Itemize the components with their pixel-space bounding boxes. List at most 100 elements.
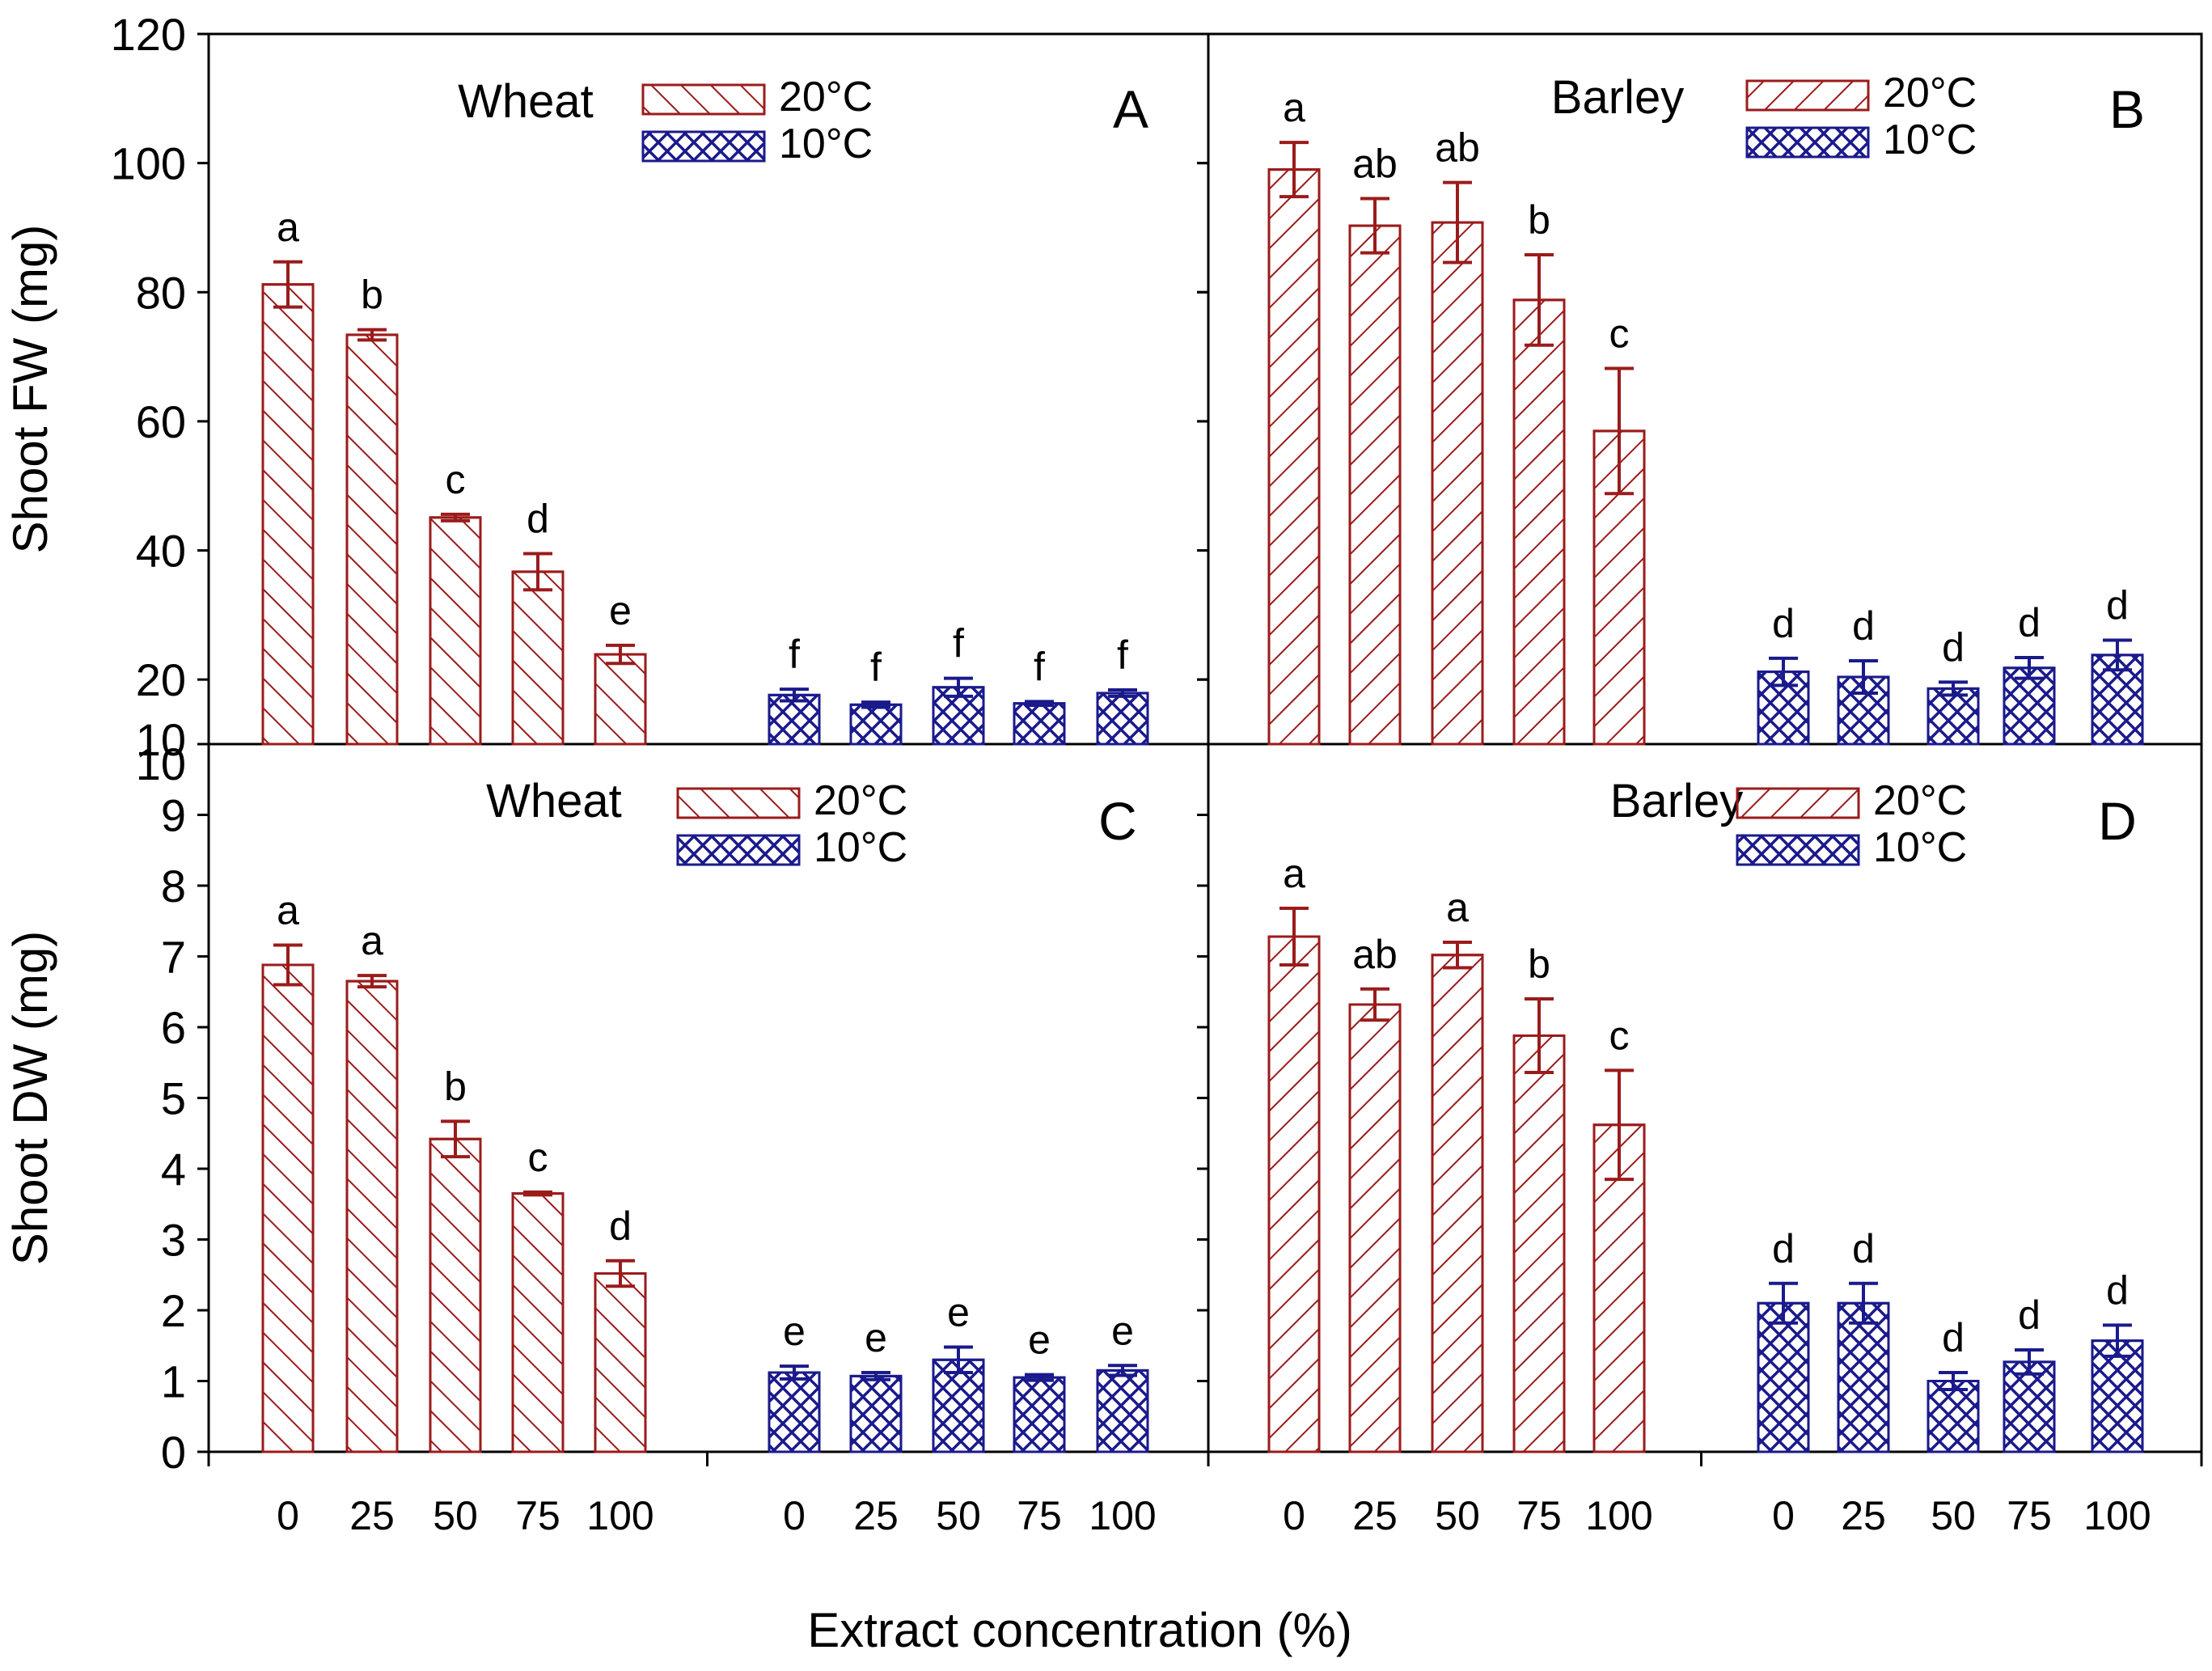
y-axis-title: Shoot DW (mg) — [3, 931, 57, 1265]
bar-t20-pattern — [1431, 221, 1484, 746]
legend-swatch-10c — [1736, 834, 1860, 866]
y-tick-label: 60 — [136, 396, 186, 447]
x-tick-label: 0 — [1772, 1493, 1795, 1538]
x-tick-label: 50 — [1931, 1493, 1976, 1538]
legend-label-10c: 10°C — [814, 824, 907, 871]
crop-label: Wheat — [458, 75, 594, 128]
bar-t10-pattern — [2003, 666, 2056, 746]
x-tick-label: 25 — [1352, 1493, 1398, 1538]
x-tick-label: 25 — [853, 1493, 899, 1538]
significance-label: d — [2106, 1267, 2129, 1313]
bar-t20-pattern — [511, 570, 565, 746]
y-tick-label: 6 — [161, 1002, 186, 1053]
significance-label: d — [1772, 1226, 1795, 1271]
bar-t10-pattern — [1013, 1376, 1066, 1453]
y-tick-label: 7 — [161, 932, 186, 983]
y-tick-label: 20 — [136, 654, 186, 705]
y-tick-label: 40 — [136, 526, 186, 577]
panel-letter: A — [1113, 79, 1148, 139]
significance-label: d — [2106, 582, 2129, 628]
x-tick-label: 75 — [1516, 1493, 1562, 1538]
legend-swatch-20c — [676, 787, 801, 819]
significance-label: ab — [1352, 142, 1398, 187]
legend-label-10c: 10°C — [779, 121, 873, 167]
significance-label: e — [1028, 1318, 1051, 1363]
x-axis-c: 0 25 50 75 100 0 25 50 75 100 — [207, 1452, 1210, 1538]
bar-t20-pattern — [1512, 1034, 1566, 1453]
significance-label: d — [1942, 624, 1965, 670]
y-tick-label: 0 — [161, 1427, 186, 1478]
legend-label-10c: 10°C — [1873, 824, 1967, 871]
bar-t20-pattern — [1267, 935, 1321, 1453]
significance-label: d — [2018, 600, 2041, 645]
y-tick-label: 10 — [136, 738, 186, 789]
bar-t20-pattern — [511, 1192, 565, 1453]
bar-t20-pattern — [594, 1272, 647, 1453]
x-tick-label: 0 — [1283, 1493, 1305, 1538]
bar-t20-pattern — [261, 963, 315, 1453]
significance-label: d — [527, 497, 549, 542]
significance-label: b — [361, 273, 383, 318]
significance-label: ab — [1435, 125, 1480, 171]
bar-t10-pattern — [1096, 1369, 1149, 1453]
bar-t20-pattern — [345, 979, 399, 1453]
significance-label: ab — [1352, 932, 1398, 977]
significance-label: d — [1852, 603, 1875, 649]
significance-label: b — [444, 1064, 467, 1109]
bar-t10-pattern — [1757, 1301, 1810, 1453]
significance-label: a — [1283, 85, 1305, 130]
significance-label: c — [528, 1135, 548, 1180]
significance-label: e — [865, 1315, 887, 1360]
bar-t10-pattern — [1927, 687, 1980, 746]
panel-letter: C — [1098, 791, 1137, 851]
legend-swatch-20c — [1736, 787, 1860, 819]
bar-t20-pattern — [429, 1137, 482, 1453]
significance-label: f — [789, 632, 800, 677]
x-tick-label: 50 — [1435, 1493, 1480, 1538]
bar-t20-pattern — [1512, 298, 1566, 746]
legend-label-20c: 20°C — [814, 777, 907, 824]
bar-t20-pattern — [1348, 224, 1402, 746]
significance-label: b — [1528, 197, 1550, 243]
crop-label: Barley — [1610, 775, 1743, 827]
significance-label: a — [277, 888, 299, 933]
legend-swatch-20c — [641, 83, 766, 116]
bar-t10-pattern — [2091, 1339, 2144, 1453]
bar-t20-pattern — [261, 283, 315, 746]
y-tick-label: 80 — [136, 267, 186, 318]
x-tick-label: 0 — [783, 1493, 806, 1538]
significance-label: e — [609, 588, 632, 633]
bar-t10-pattern — [1837, 1301, 1890, 1453]
x-tick-label: 25 — [349, 1493, 395, 1538]
legend-swatch-10c — [1745, 126, 1870, 159]
bar-t20-pattern — [1431, 954, 1484, 1453]
y-tick-label: 1 — [161, 1356, 186, 1407]
x-tick-label: 50 — [433, 1493, 478, 1538]
bar-t20-pattern — [594, 653, 647, 746]
bar-t10-pattern — [849, 1374, 903, 1453]
significance-label: b — [1528, 941, 1550, 987]
x-tick-label: 75 — [515, 1493, 560, 1538]
panel-b: a ab ab b c d d d d d Barley 20°C10°C B — [1197, 32, 2145, 746]
y-tick-label: 4 — [161, 1144, 186, 1195]
legend-label-20c: 20°C — [1873, 777, 1967, 824]
significance-label: e — [947, 1290, 970, 1335]
x-tick-label: 75 — [2007, 1493, 2052, 1538]
x-tick-label: 100 — [1585, 1493, 1652, 1538]
bar-t10-pattern — [1013, 702, 1066, 746]
x-axis-title: Extract concentration (%) — [807, 1603, 1352, 1657]
significance-label: e — [783, 1309, 806, 1354]
panel-letter: D — [2098, 791, 2137, 851]
significance-label: d — [1852, 1226, 1875, 1271]
significance-label: d — [1772, 601, 1795, 646]
significance-label: f — [953, 621, 964, 666]
significance-label: a — [361, 918, 383, 963]
legend-label-10c: 10°C — [1883, 116, 1977, 163]
significance-label: c — [1609, 1013, 1630, 1058]
significance-label: c — [446, 457, 466, 502]
x-axis-d: 0 25 50 75 100 0 25 50 75 100 — [1207, 1452, 2203, 1538]
x-tick-label: 0 — [277, 1493, 299, 1538]
legend-label-20c: 20°C — [779, 74, 873, 121]
y-tick-label: 8 — [161, 861, 186, 912]
bar-t20-pattern — [1348, 1003, 1402, 1453]
